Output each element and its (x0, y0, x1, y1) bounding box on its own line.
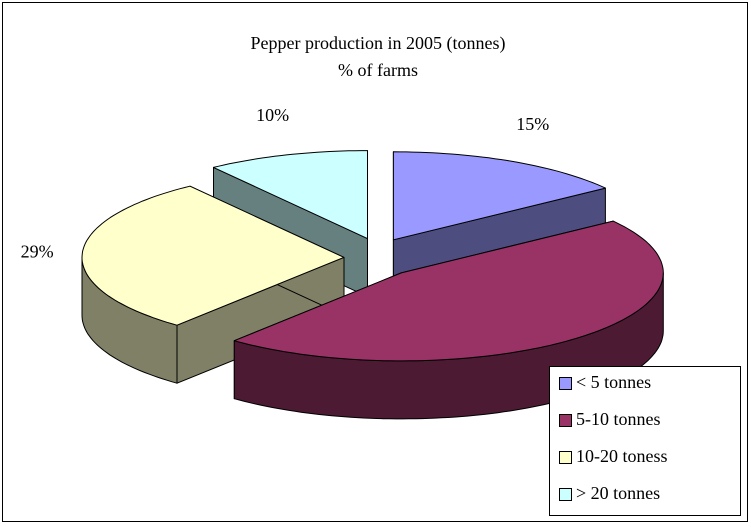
legend-label: 5-10 tonnes (576, 409, 661, 429)
slice-top (213, 150, 368, 240)
legend-swatch (559, 451, 572, 464)
slice-top (233, 220, 664, 362)
legend-label: > 20 tonnes (576, 483, 660, 503)
slice-top (392, 151, 606, 241)
legend-label: 10-20 toness (576, 446, 668, 466)
legend-swatch (559, 414, 572, 427)
data-label: 29% (21, 241, 54, 261)
data-label: 10% (256, 105, 289, 125)
data-label: 15% (516, 114, 549, 134)
slice (81, 185, 345, 384)
legend-swatch (559, 377, 572, 390)
chart-title: Pepper production in 2005 (tonnes) (251, 33, 506, 54)
legend-box (549, 366, 741, 516)
legend-swatch (559, 488, 572, 501)
slice-top (81, 185, 345, 326)
chart-subtitle: % of farms (338, 60, 418, 80)
legend-label: < 5 tonnes (576, 372, 651, 392)
